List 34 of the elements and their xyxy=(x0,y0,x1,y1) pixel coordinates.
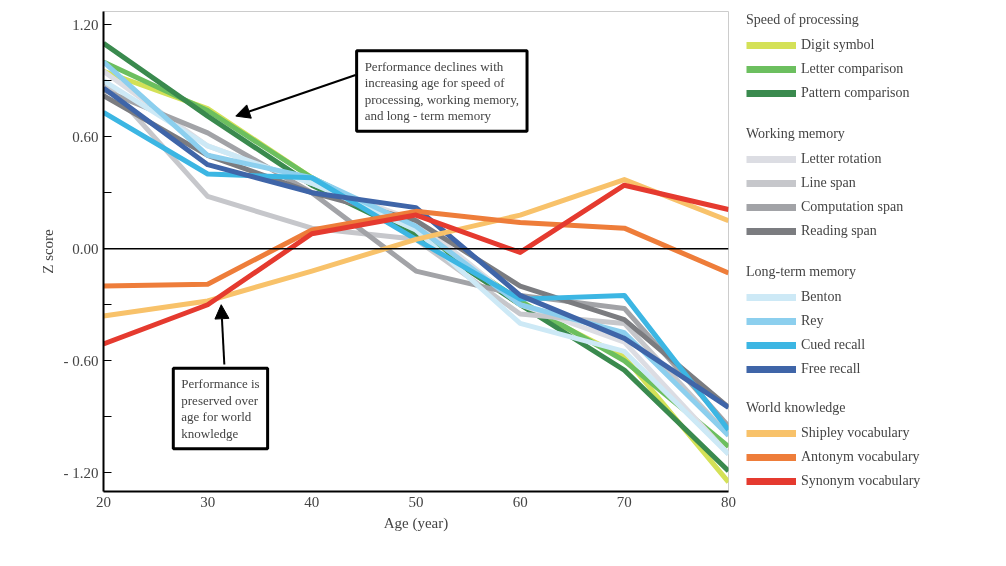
y-tick-label: - 1.20 xyxy=(63,464,99,481)
legend-label: Benton xyxy=(801,288,842,306)
text: Long-term memory xyxy=(746,264,857,279)
x-tick-label: 60 xyxy=(512,493,528,510)
legend-label: Rey xyxy=(801,312,824,330)
y-tick-label: 1.20 xyxy=(72,16,99,33)
y-axis-title: Z score xyxy=(39,228,56,274)
legend-label: Shipley vocabulary xyxy=(801,424,910,442)
legend-label: Digit symbol xyxy=(801,36,875,54)
legend-label: Line span xyxy=(801,174,856,192)
text: Speed of processing xyxy=(746,12,859,27)
x-tick-label: 30 xyxy=(200,493,216,510)
legend-label: Antonym vocabulary xyxy=(801,448,920,466)
x-tick-label: 70 xyxy=(616,493,632,510)
x-tick-label: 80 xyxy=(721,493,736,510)
annotation: Performance is preserved over age for world knowledge xyxy=(181,376,260,441)
legend-label: Reading span xyxy=(801,222,877,240)
y-tick-label: - 0.60 xyxy=(63,352,99,369)
annotation: Performance declines with increasing age for speed of processing, working memory, and long - term memory xyxy=(364,58,520,124)
x-tick-label: 50 xyxy=(408,493,424,510)
legend-label: Free recall xyxy=(801,360,861,378)
y-tick-label: 0.00 xyxy=(72,240,99,257)
legend-label: Pattern comparison xyxy=(801,84,910,102)
text: World knowledge xyxy=(746,400,846,415)
text: Working memory xyxy=(746,126,845,141)
x-axis-title: Age (year) xyxy=(383,514,449,532)
legend-label: Letter comparison xyxy=(801,60,904,78)
legend-label: Synonym vocabulary xyxy=(801,472,921,490)
x-tick-label: 20 xyxy=(96,493,111,510)
y-tick-label: 0.60 xyxy=(72,128,99,145)
legend-label: Letter rotation xyxy=(801,150,882,168)
x-tick-label: 40 xyxy=(304,493,320,510)
legend-label: Cued recall xyxy=(801,336,866,354)
legend-label: Computation span xyxy=(801,198,904,216)
